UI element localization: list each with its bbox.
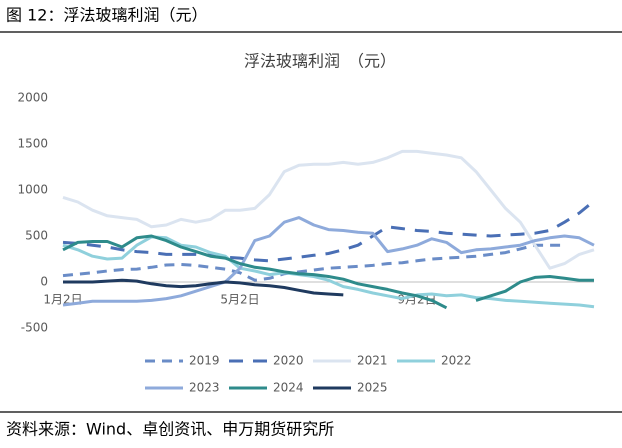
source-note: 资料来源：Wind、卓创资讯、申万期货研究所 bbox=[6, 420, 334, 439]
y-tick-label: 1000 bbox=[17, 183, 48, 197]
y-tick-label: 1500 bbox=[17, 137, 48, 151]
series-line bbox=[62, 199, 595, 263]
legend-label: 2023 bbox=[189, 381, 220, 395]
legend-label: 2021 bbox=[357, 354, 388, 368]
y-tick-label: 0 bbox=[40, 275, 48, 289]
series-line bbox=[62, 216, 595, 307]
legend-label: 2022 bbox=[441, 354, 472, 368]
series-line bbox=[62, 234, 594, 310]
y-tick-label: 2000 bbox=[17, 91, 48, 105]
series-line bbox=[63, 278, 344, 297]
legend-label: 2024 bbox=[273, 381, 304, 395]
chart-title: 浮法玻璃利润 （元） bbox=[244, 52, 396, 71]
series-line bbox=[62, 149, 595, 270]
x-tick-label: 5月2日 bbox=[220, 293, 259, 307]
y-tick-label: -500 bbox=[21, 321, 48, 335]
legend-label: 2020 bbox=[273, 354, 304, 368]
figure-caption: 图 12：浮法玻璃利润（元） bbox=[6, 6, 207, 25]
legend-label: 2025 bbox=[357, 381, 388, 395]
y-tick-label: 500 bbox=[25, 229, 48, 243]
legend-label: 2019 bbox=[189, 354, 220, 368]
